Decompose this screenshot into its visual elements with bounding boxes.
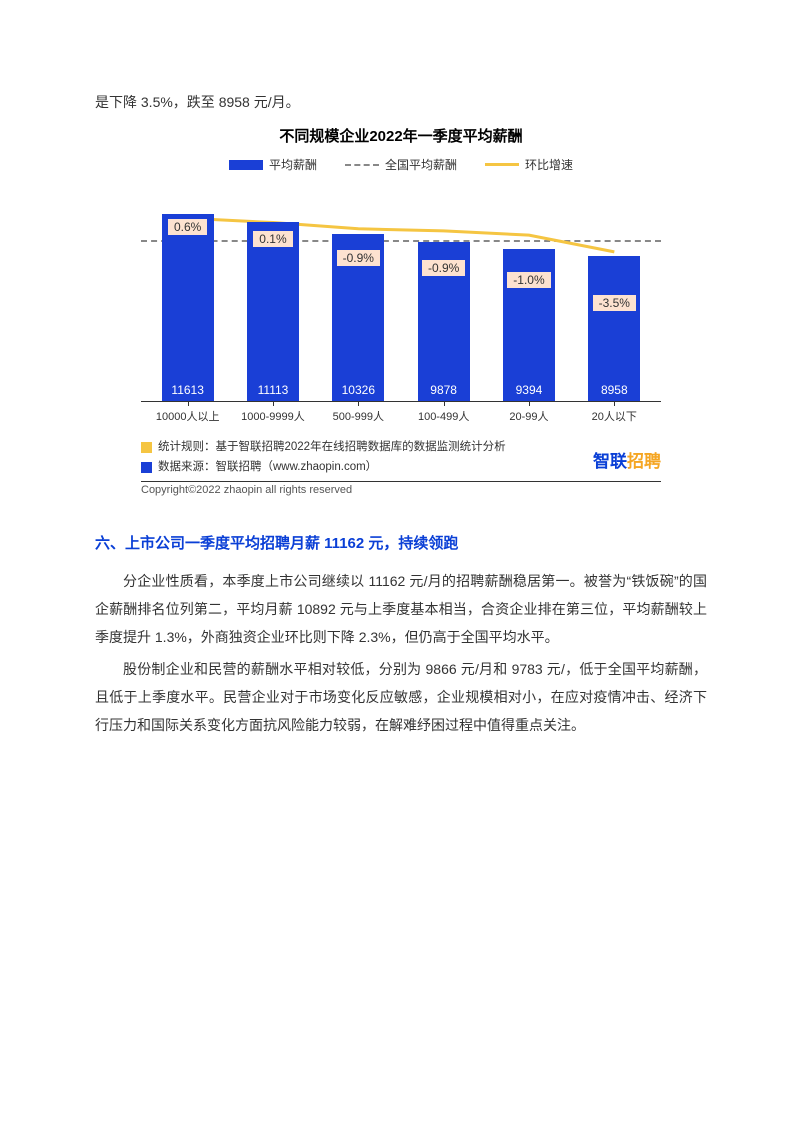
intro-fragment: 是下降 3.5%，跌至 8958 元/月。 bbox=[95, 90, 707, 115]
bar-value: 11113 bbox=[258, 383, 289, 401]
bars-container: 0.6% 11613 0.1% 11113 -0.9% 10326 -0.9% 9878 -1.… bbox=[141, 191, 661, 401]
growth-label: 0.1% bbox=[253, 231, 292, 247]
x-label: 1000-9999人 bbox=[232, 402, 314, 424]
bar: 8958 bbox=[588, 256, 640, 401]
x-axis: 10000人以上1000-9999人500-999人100-499人20-99人… bbox=[141, 401, 661, 424]
x-label: 100-499人 bbox=[403, 402, 485, 424]
x-label: 500-999人 bbox=[317, 402, 399, 424]
bar-value: 8958 bbox=[601, 383, 628, 401]
square-blue-icon bbox=[141, 462, 152, 473]
chart-legend: 平均薪酬 全国平均薪酬 环比增速 bbox=[141, 156, 661, 173]
growth-label: 0.6% bbox=[168, 219, 207, 235]
bar-col: -1.0% 9394 bbox=[488, 249, 570, 401]
legend-bar: 平均薪酬 bbox=[229, 156, 317, 173]
bar-col: 0.1% 11113 bbox=[232, 222, 314, 402]
growth-label: -1.0% bbox=[507, 272, 550, 288]
salary-chart: 不同规模企业2022年一季度平均薪酬 平均薪酬 全国平均薪酬 环比增速 0.6%… bbox=[141, 125, 661, 496]
section-6-p2: 股份制企业和民营的薪酬水平相对较低，分别为 9866 元/月和 9783 元/，… bbox=[95, 655, 707, 739]
brand-blue: 智联 bbox=[593, 452, 627, 471]
source-data-text: 数据来源：智联招聘（www.zhaopin.com） bbox=[158, 458, 377, 478]
square-yellow-icon bbox=[141, 442, 152, 453]
brand-logo: 智联招聘 bbox=[593, 448, 661, 477]
growth-label: -3.5% bbox=[593, 295, 636, 311]
brand-orange: 招聘 bbox=[627, 452, 661, 471]
bar-col: -0.9% 9878 bbox=[403, 242, 485, 402]
chart-title: 不同规模企业2022年一季度平均薪酬 bbox=[141, 125, 661, 146]
bar: 11113 bbox=[247, 222, 299, 402]
x-label: 20-99人 bbox=[488, 402, 570, 424]
bar-col: -3.5% 8958 bbox=[573, 256, 655, 401]
line-swatch-icon bbox=[485, 163, 519, 166]
bar-value: 9878 bbox=[430, 383, 457, 401]
bar: 11613 bbox=[162, 214, 214, 402]
bar-col: -0.9% 10326 bbox=[317, 234, 399, 401]
legend-line: 环比增速 bbox=[485, 156, 573, 173]
section-6-p1: 分企业性质看，本季度上市公司继续以 11162 元/月的招聘薪酬稳居第一。被誉为… bbox=[95, 567, 707, 651]
legend-dash: 全国平均薪酬 bbox=[345, 156, 457, 173]
x-label: 20人以下 bbox=[573, 402, 655, 424]
source-rule-row: 统计规则：基于智联招聘2022年在线招聘数据库的数据监测统计分析 bbox=[141, 438, 661, 458]
legend-line-label: 环比增速 bbox=[525, 156, 573, 173]
section-6-heading: 六、上市公司一季度平均招聘月薪 11162 元，持续领跑 bbox=[95, 532, 707, 553]
dash-swatch-icon bbox=[345, 164, 379, 166]
legend-bar-label: 平均薪酬 bbox=[269, 156, 317, 173]
bar-value: 9394 bbox=[516, 383, 543, 401]
x-label: 10000人以上 bbox=[147, 402, 229, 424]
bar-value: 11613 bbox=[171, 383, 203, 401]
copyright-text: Copyright©2022 zhaopin all rights reserv… bbox=[141, 481, 661, 496]
growth-label: -0.9% bbox=[422, 260, 465, 276]
bar-value: 10326 bbox=[342, 383, 375, 401]
legend-dash-label: 全国平均薪酬 bbox=[385, 156, 457, 173]
bar-swatch-icon bbox=[229, 160, 263, 170]
source-rule-text: 统计规则：基于智联招聘2022年在线招聘数据库的数据监测统计分析 bbox=[158, 438, 506, 458]
bar-col: 0.6% 11613 bbox=[147, 214, 229, 402]
source-data-row: 数据来源：智联招聘（www.zhaopin.com） bbox=[141, 458, 661, 478]
growth-label: -0.9% bbox=[337, 250, 380, 266]
chart-plot: 0.6% 11613 0.1% 11113 -0.9% 10326 -0.9% 9878 -1.… bbox=[141, 191, 661, 401]
chart-source: 统计规则：基于智联招聘2022年在线招聘数据库的数据监测统计分析 数据来源：智联… bbox=[141, 438, 661, 477]
